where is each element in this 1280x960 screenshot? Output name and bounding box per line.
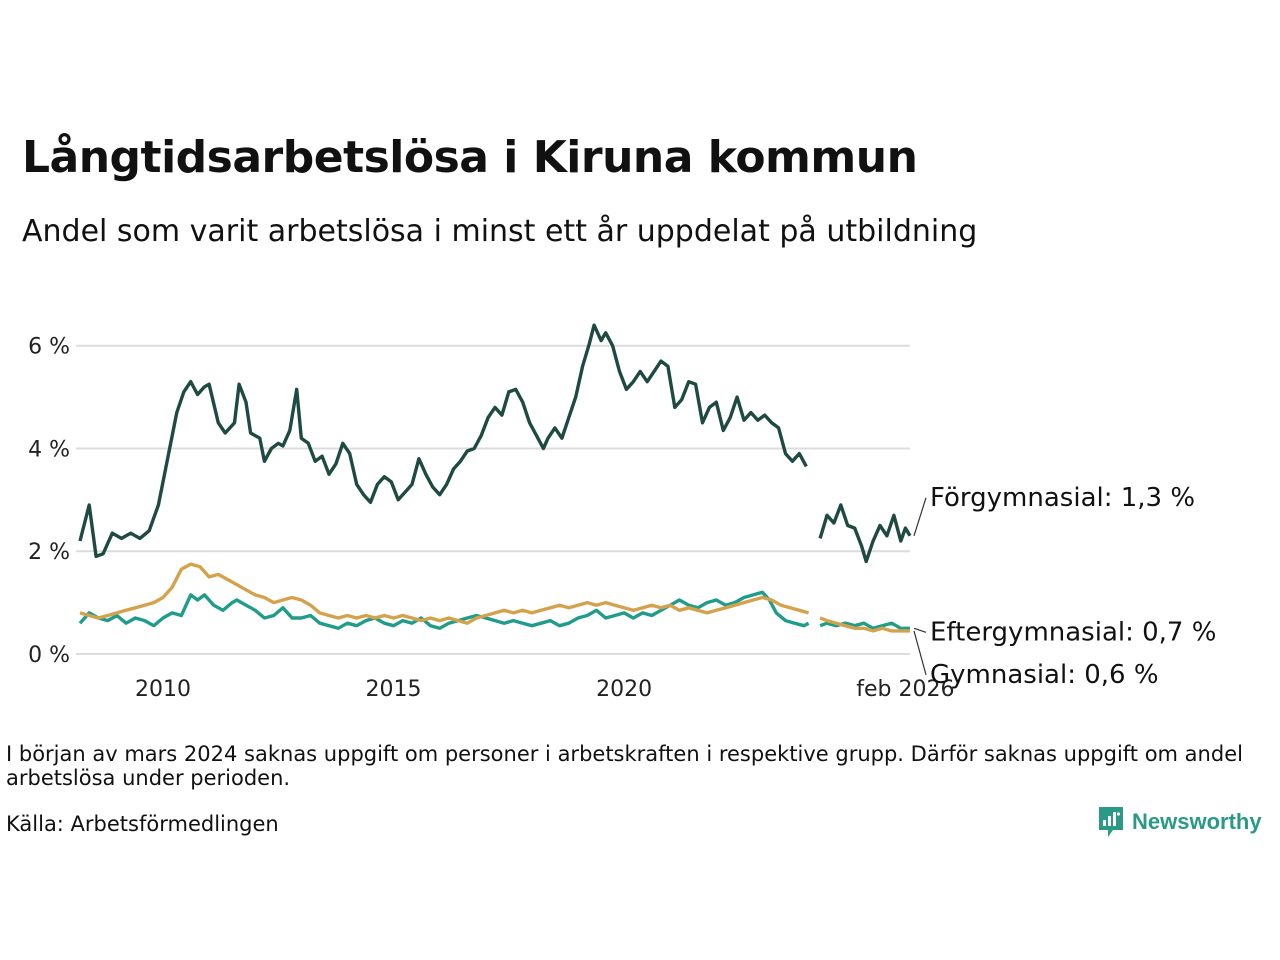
series-lines xyxy=(78,323,912,633)
y-tick-label: 2 % xyxy=(28,540,70,565)
series-line-förgymnasial-recent xyxy=(818,503,912,564)
x-tick-label: 2020 xyxy=(596,677,652,702)
series-end-labels: Förgymnasial: 1,3 % Eftergymnasial: 0,7 %… xyxy=(913,483,1216,690)
series-line-eftergymnasial-early xyxy=(78,590,810,630)
series-line-förgymnasial-early xyxy=(78,323,808,559)
label-leader-line xyxy=(913,630,927,676)
chart-title: Långtidsarbetslösa i Kiruna kommun xyxy=(22,132,918,183)
newsworthy-logo-icon xyxy=(1099,807,1123,837)
y-tick-label: 6 % xyxy=(28,335,70,360)
x-axis-ticks: 2010 2015 2020 feb 2026 xyxy=(135,677,955,702)
series-line-gymnasial-early xyxy=(79,562,810,625)
series-end-label: Gymnasial: 0,6 % xyxy=(930,660,1159,690)
chart-subtitle: Andel som varit arbetslösa i minst ett å… xyxy=(22,214,978,249)
brand-logo[interactable]: Newsworthy xyxy=(1098,806,1262,838)
grid-lines xyxy=(76,344,910,655)
y-axis-ticks: 0 % 2 % 4 % 6 % xyxy=(28,335,70,668)
series-line-eftergymnasial-recent xyxy=(819,621,910,630)
label-leader-line xyxy=(913,497,927,536)
source-credit: Källa: Arbetsförmedlingen xyxy=(6,812,279,836)
brand-name: Newsworthy xyxy=(1132,809,1262,834)
y-tick-label: 4 % xyxy=(28,437,70,462)
series-line-gymnasial-recent xyxy=(819,616,910,633)
series-end-label: Förgymnasial: 1,3 % xyxy=(930,483,1195,513)
footnote: I början av mars 2024 saknas uppgift om … xyxy=(6,742,1243,790)
y-tick-label: 0 % xyxy=(28,643,70,668)
series-end-label: Eftergymnasial: 0,7 % xyxy=(930,617,1216,647)
x-tick-label: 2015 xyxy=(366,677,422,702)
x-tick-label: 2010 xyxy=(135,677,191,702)
x-tick-label: feb 2026 xyxy=(856,677,954,702)
label-leader-line xyxy=(913,627,927,633)
line-chart: 0 % 2 % 4 % 6 % 2010 2015 2020 feb 2026 Förgym… xyxy=(28,323,1216,702)
